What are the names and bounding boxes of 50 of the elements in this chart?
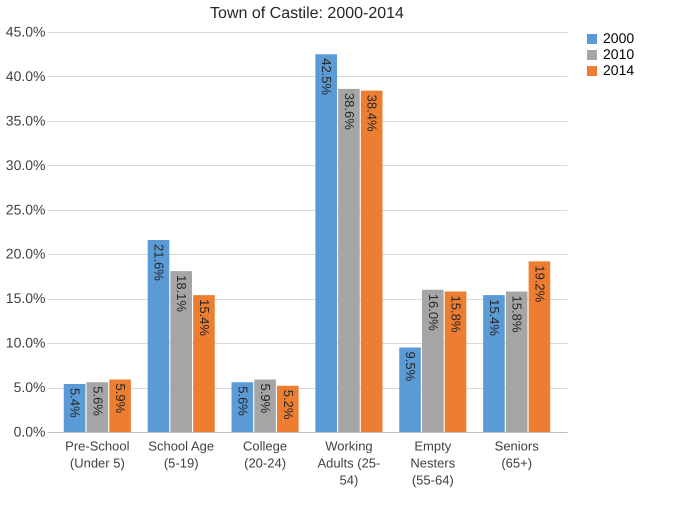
data-label: 15.4% <box>196 299 212 336</box>
x-tick-label: Empty Nesters (55-64) <box>410 438 456 488</box>
y-tick-label: 5.0% <box>14 379 46 396</box>
x-tick-label: College (20-24) <box>243 438 288 470</box>
legend-label: 2014 <box>603 62 634 78</box>
bar <box>528 261 550 432</box>
bar <box>444 292 466 432</box>
x-tick-label: Working Adults (25- 54) <box>318 438 380 488</box>
bar <box>315 54 337 432</box>
bar <box>483 295 505 432</box>
data-label: 38.4% <box>364 94 380 132</box>
data-label: 5.2% <box>280 390 296 420</box>
bar <box>170 271 192 432</box>
data-label: 9.5% <box>403 352 418 382</box>
data-label: 21.6% <box>151 244 166 282</box>
data-label: 19.2% <box>532 265 548 303</box>
data-label: 42.5% <box>319 58 334 96</box>
y-tick-label: 25.0% <box>6 201 46 218</box>
x-tick-label: School Age (5-19) <box>148 438 214 470</box>
y-tick-label: 15.0% <box>6 290 46 306</box>
bar <box>193 295 215 432</box>
data-label: 5.9% <box>113 384 128 414</box>
y-tick-label: 20.0% <box>6 246 46 262</box>
x-tick-label: Seniors (65+) <box>494 438 540 470</box>
bar <box>399 348 421 432</box>
x-tick-label: Pre-School (Under 5) <box>65 438 130 470</box>
bar <box>338 88 360 432</box>
y-tick-label: 45.0% <box>6 24 46 40</box>
y-tick-label: 10.0% <box>6 334 46 351</box>
bar <box>506 292 528 432</box>
data-label: 16.0% <box>426 294 441 332</box>
y-tick-label: 35.0% <box>6 112 46 128</box>
data-label: 5.4% <box>68 388 83 418</box>
legend-label: 2000 <box>603 30 634 46</box>
data-label: 38.6% <box>342 92 357 130</box>
data-label: 5.6% <box>90 386 106 416</box>
legend-label: 2010 <box>603 46 634 62</box>
bar <box>360 90 382 432</box>
data-label: 15.4% <box>486 299 502 336</box>
data-label: 15.8% <box>448 296 464 333</box>
bar <box>148 240 170 432</box>
data-label: 15.8% <box>510 296 525 333</box>
y-tick-label: 30.0% <box>6 156 46 173</box>
data-label: 5.6% <box>235 386 250 416</box>
bar <box>422 290 444 432</box>
y-tick-label: 40.0% <box>6 68 46 84</box>
data-label: 5.9% <box>258 384 274 414</box>
data-label: 18.1% <box>174 275 190 312</box>
chart-title: Town of Castile: 2000-2014 <box>210 5 404 22</box>
y-tick-label: 0.0% <box>14 424 46 440</box>
